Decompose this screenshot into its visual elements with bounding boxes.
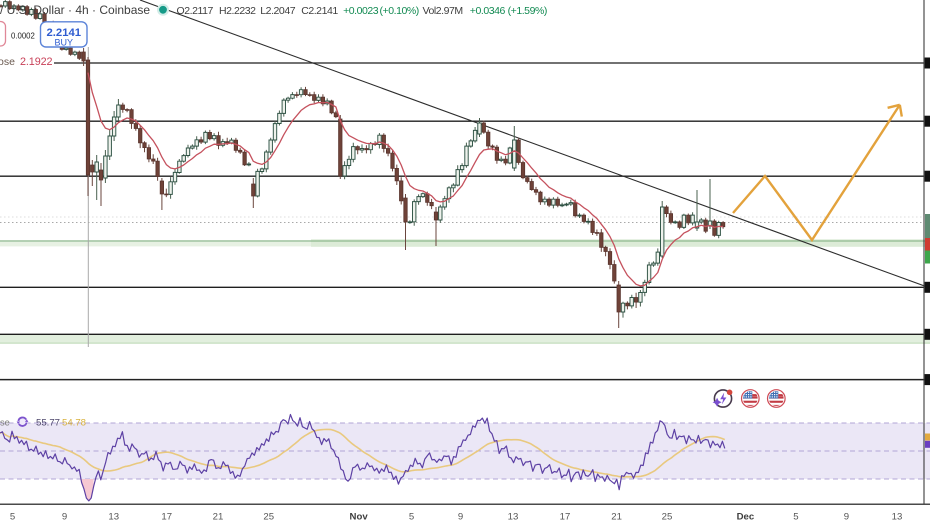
svg-text:H2.2232: H2.2232 [219,5,256,17]
svg-text:2.1922: 2.1922 [20,56,53,68]
svg-text:21: 21 [213,512,224,523]
svg-text:C2.2141: C2.2141 [301,5,338,17]
svg-text:(+0.10%): (+0.10%) [380,5,419,17]
svg-text:17: 17 [560,512,571,523]
svg-text:5: 5 [409,512,414,523]
svg-text:/ U.S. Dollar · 4h · Coinbase: / U.S. Dollar · 4h · Coinbase [0,3,150,17]
svg-text:+0.0023: +0.0023 [343,5,379,17]
svg-text:ose: ose [0,56,15,68]
svg-text:9: 9 [458,512,463,523]
svg-text:5: 5 [793,512,798,523]
svg-text:O2.2117: O2.2117 [177,5,214,17]
svg-text:9: 9 [62,512,67,523]
svg-text:25: 25 [662,512,673,523]
svg-text:5: 5 [10,512,15,523]
svg-text:54.78: 54.78 [62,418,86,429]
svg-text:se: se [0,418,10,428]
svg-text:21: 21 [611,512,622,523]
svg-text:BUY: BUY [55,38,74,48]
svg-text:55.77: 55.77 [36,418,60,429]
svg-text:0.0002: 0.0002 [11,32,35,41]
svg-text:2.2141: 2.2141 [47,27,82,39]
svg-text:13: 13 [508,512,519,523]
svg-text:Vol2.97M: Vol2.97M [423,5,463,17]
svg-text:(+1.59%): (+1.59%) [508,5,547,17]
svg-text:+0.0346: +0.0346 [470,5,506,17]
svg-text:13: 13 [892,512,903,523]
svg-text:13: 13 [108,512,119,523]
svg-text:Dec: Dec [737,512,755,523]
svg-text:9: 9 [844,512,849,523]
svg-text:17: 17 [161,512,172,523]
svg-text:Nov: Nov [350,512,369,523]
svg-text:L2.2047: L2.2047 [260,5,295,17]
svg-text:25: 25 [263,512,274,523]
